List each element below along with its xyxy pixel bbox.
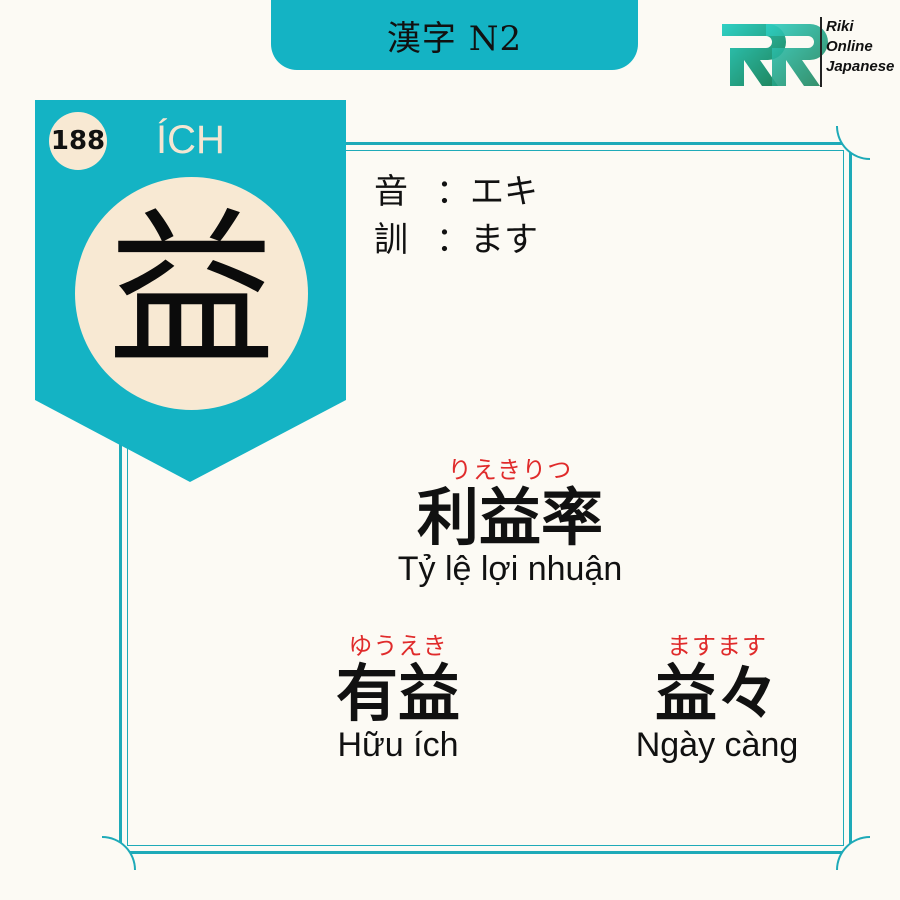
kanji-circle: 益 [75, 177, 308, 410]
vocab-item: ますます 益々 Ngày càng [612, 626, 822, 765]
logo-text-riki: Riki [826, 18, 854, 35]
logo-text: Riki Online Japanese [826, 17, 894, 77]
vocab-furigana: ゆうえき [348, 632, 448, 660]
vocab-item: りえきりつ 利益率 Tỷ lệ lợi nhuận [360, 450, 660, 589]
card-frame-outer [119, 142, 852, 854]
vocab-meaning: Ngày càng [635, 726, 799, 765]
on-reading-value: ：エキ [436, 172, 538, 212]
vocab-word: 利益率 [416, 481, 603, 554]
on-reading-label: 音 [374, 172, 408, 212]
kun-reading-row: 訓 ：ます [374, 216, 538, 264]
logo-divider [820, 17, 822, 87]
vocab-furigana: ますます [667, 632, 767, 660]
vocab-meaning: Tỷ lệ lợi nhuận [397, 550, 623, 589]
vocab-furigana: りえきりつ [447, 456, 573, 484]
header-tab: 漢字 N2 [271, 0, 638, 70]
on-reading-row: 音 ：エキ [374, 168, 538, 216]
kanji-number-badge: 188 [49, 112, 107, 170]
card-frame-inner [127, 150, 844, 846]
header-title: 漢字 N2 [386, 18, 523, 59]
kun-reading-value: ：ます [436, 220, 538, 260]
main-kanji: 益 [107, 192, 276, 389]
vocab-word: 益々 [654, 657, 779, 730]
logo-text-japanese: Japanese [826, 58, 895, 75]
riki-logo-icon [722, 24, 828, 86]
vocab-word: 有益 [335, 657, 460, 730]
han-viet-reading: ÍCH [156, 118, 225, 162]
readings: 音 ：エキ 訓 ：ます [374, 168, 538, 264]
kun-reading-label: 訓 [374, 220, 408, 260]
vocab-meaning: Hữu ích [337, 726, 459, 765]
logo-text-online: Online [826, 38, 873, 55]
vocab-item: ゆうえき 有益 Hữu ích [298, 626, 498, 765]
